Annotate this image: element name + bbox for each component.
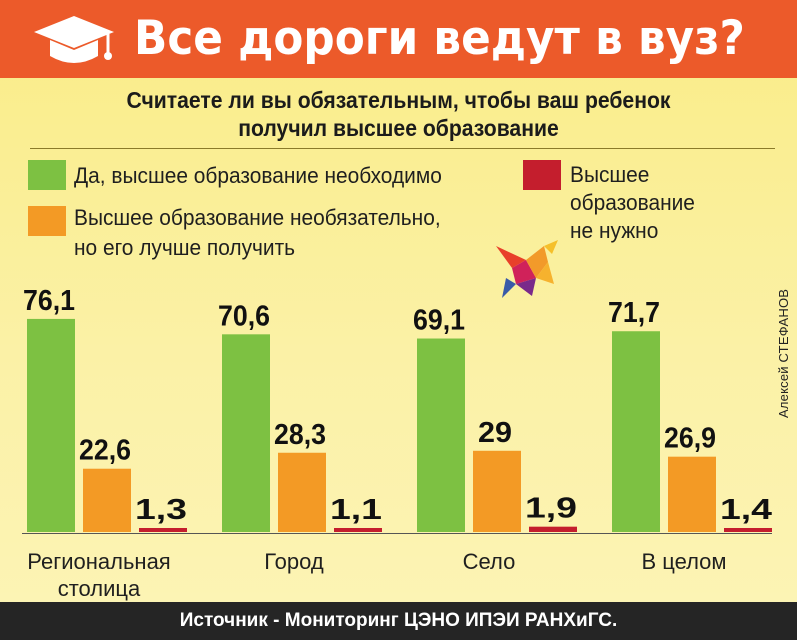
category-label: Региональная [27, 549, 170, 574]
legend-label-line: не нужно [570, 218, 659, 243]
question-line-2: получил высшее образование [238, 115, 559, 141]
data-label: 1,4 [720, 494, 772, 526]
data-label: 1,3 [135, 494, 187, 526]
question-divider [30, 148, 775, 149]
legend-label-not-needed: Высшее образование не нужно [570, 161, 695, 245]
question-line-1: Считаете ли вы обязательным, чтобы ваш р… [126, 87, 671, 113]
data-label: 28,3 [274, 419, 326, 451]
data-label: 70,6 [218, 300, 270, 332]
data-label: 69,1 [413, 305, 465, 337]
survey-question: Считаете ли вы обязательным, чтобы ваш р… [32, 86, 765, 142]
legend-label-necessary: Да, высшее образование необходимо [74, 163, 442, 189]
bar-optional [83, 468, 131, 532]
legend-label-line: Высшее [570, 162, 650, 187]
legend-label-line: Высшее образование необязательно, [74, 205, 441, 230]
bar-optional [278, 452, 326, 532]
data-label: 71,7 [608, 297, 660, 329]
bird-logo-icon [496, 240, 558, 298]
legend-label-line: но его лучше получить [74, 235, 296, 260]
legend-label-line: образование [570, 190, 695, 215]
bar-necessary [417, 338, 465, 532]
legend-label-line: Да, высшее образование необходимо [74, 163, 442, 188]
bar-necessary [612, 331, 660, 532]
graduation-cap-icon [34, 16, 114, 63]
source-text: Источник - Мониторинг ЦЭНО ИПЭИ РАНХиГС. [179, 610, 618, 631]
title-banner: Все дороги ведут в вуз? [0, 0, 797, 78]
data-label: 76,1 [23, 285, 75, 317]
bar-necessary [222, 334, 270, 532]
category-label: Город [264, 549, 324, 574]
bar-necessary [27, 318, 75, 532]
legend-swatch-green [28, 160, 66, 190]
bar-not-needed [139, 528, 187, 532]
bar-not-needed [334, 528, 382, 532]
category-label: Село [463, 549, 516, 574]
legend-label-optional: Высшее образование необязательно, но его… [74, 203, 441, 263]
bar-not-needed [724, 528, 772, 532]
data-label: 26,9 [664, 423, 716, 455]
source-footer: Источник - Мониторинг ЦЭНО ИПЭИ РАНХиГС. [0, 602, 797, 640]
data-label: 29 [478, 417, 512, 449]
bar-optional [668, 456, 716, 532]
data-label: 22,6 [79, 435, 131, 467]
bar-not-needed [529, 526, 577, 532]
bar-optional [473, 450, 521, 532]
data-label: 1,1 [330, 494, 382, 526]
category-label: столица [58, 576, 141, 601]
data-label: 1,9 [525, 493, 577, 525]
legend-swatch-orange [28, 206, 66, 236]
chart-baseline [22, 533, 772, 534]
legend-swatch-red [523, 160, 561, 190]
page-title: Все дороги ведут в вуз? [134, 11, 745, 66]
category-label: В целом [641, 549, 726, 574]
